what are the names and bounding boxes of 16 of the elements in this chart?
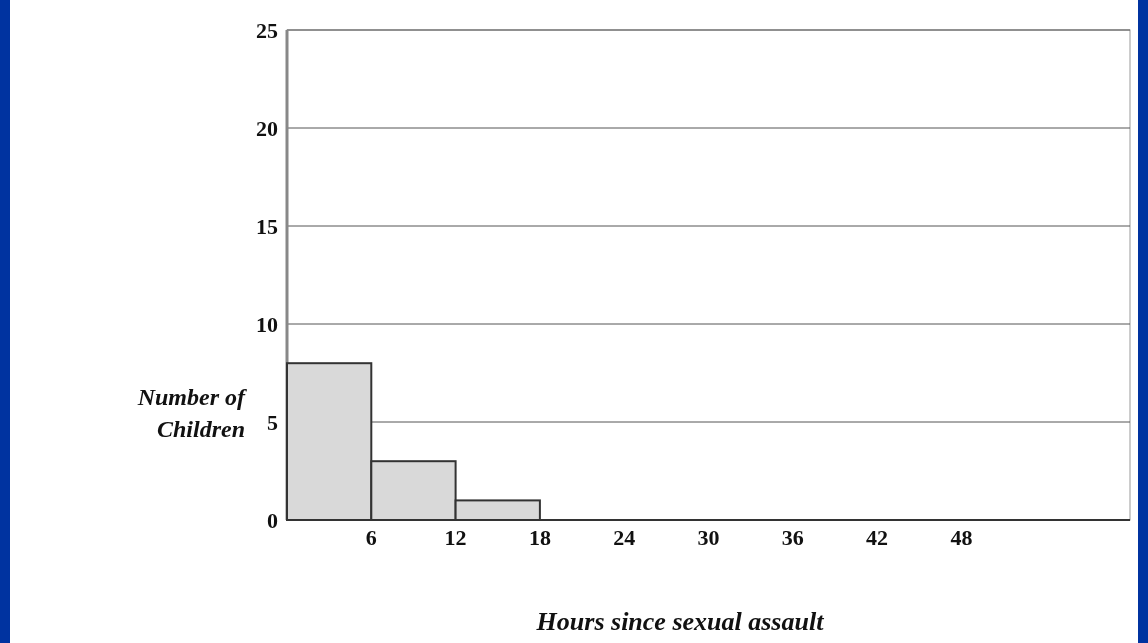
y-tick-label: 5	[267, 409, 278, 435]
y-tick-label: 10	[256, 311, 278, 337]
x-tick-label: 30	[697, 525, 720, 550]
x-tick-label: 12	[444, 525, 467, 550]
x-tick-label: 18	[528, 525, 551, 550]
y-tick-label: 0	[267, 507, 278, 533]
x-tick-label: 48	[950, 525, 973, 550]
x-tick-label: 36	[781, 525, 804, 550]
y-tick-label: 20	[256, 115, 278, 141]
y-axis-title: Number of Children	[136, 384, 247, 442]
y-tick-label: 25	[256, 17, 278, 43]
x-tick-label: 42	[866, 525, 889, 550]
x-tick-label: 24	[613, 525, 636, 550]
x-axis-title: Hours since sexual assault	[535, 607, 825, 636]
x-tick-label: 6	[365, 525, 377, 550]
y-tick-label: 15	[256, 213, 278, 239]
